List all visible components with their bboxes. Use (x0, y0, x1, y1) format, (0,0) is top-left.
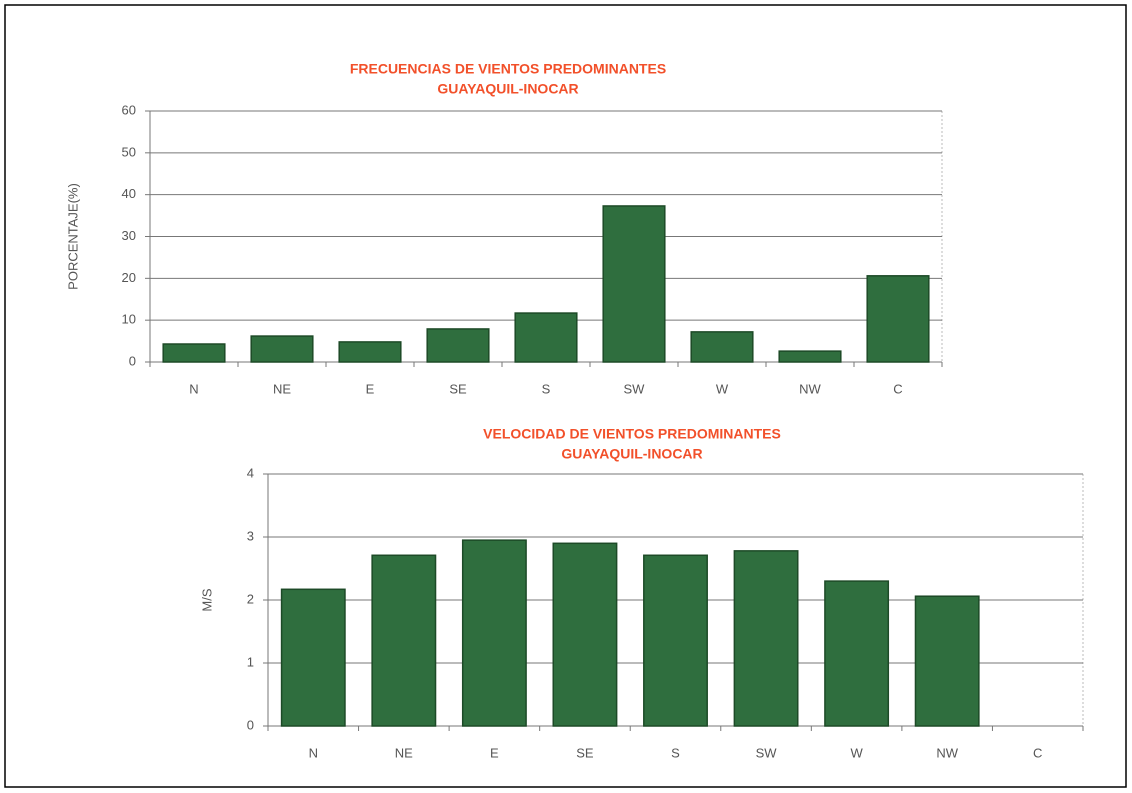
x-tick-label: C (1033, 745, 1042, 760)
bar (426, 328, 490, 363)
bar (461, 539, 527, 727)
x-tick-label: N (309, 745, 318, 760)
bar (778, 350, 842, 363)
x-tick-label: C (893, 381, 902, 396)
y-tick-label: 2 (247, 591, 254, 606)
x-tick-label: W (850, 745, 863, 760)
chart-title: FRECUENCIAS DE VIENTOS PREDOMINANTES (350, 61, 666, 77)
y-axis-label: M/S (199, 588, 214, 611)
frame (4, 4, 1127, 788)
bar (552, 542, 618, 727)
bar (280, 588, 346, 727)
y-tick-label: 10 (122, 312, 136, 327)
bar (824, 580, 890, 727)
y-tick-label: 40 (122, 186, 136, 201)
x-tick-label: S (671, 745, 680, 760)
bar (733, 550, 799, 727)
x-tick-label: N (189, 381, 198, 396)
y-tick-label: 3 (247, 528, 254, 543)
bar (602, 205, 666, 363)
x-tick-label: NE (273, 381, 291, 396)
chart-title: VELOCIDAD DE VIENTOS PREDOMINANTES (483, 426, 781, 442)
chart-subtitle: GUAYAQUIL-INOCAR (437, 81, 578, 97)
y-tick-label: 1 (247, 654, 254, 669)
bar (866, 275, 930, 363)
x-tick-label: S (542, 381, 551, 396)
x-tick-label: NE (395, 745, 413, 760)
x-tick-label: NW (936, 745, 958, 760)
y-tick-label: 30 (122, 228, 136, 243)
x-tick-label: SW (624, 381, 646, 396)
x-tick-label: E (490, 745, 499, 760)
bar (371, 554, 437, 727)
y-tick-label: 4 (247, 465, 254, 480)
y-tick-label: 0 (129, 353, 136, 368)
bar (914, 595, 980, 727)
x-tick-label: SE (576, 745, 594, 760)
bar (643, 554, 708, 727)
x-tick-label: SE (449, 381, 467, 396)
bar (690, 331, 754, 363)
x-tick-label: NW (799, 381, 821, 396)
bar (514, 312, 578, 363)
bar (338, 341, 402, 363)
y-tick-label: 20 (122, 270, 136, 285)
y-tick-label: 60 (122, 102, 136, 117)
x-tick-label: E (366, 381, 375, 396)
chart-subtitle: GUAYAQUIL-INOCAR (561, 446, 702, 462)
y-tick-label: 0 (247, 717, 254, 732)
bar (250, 335, 314, 363)
y-tick-label: 50 (122, 144, 136, 159)
x-tick-label: SW (756, 745, 778, 760)
y-axis-label: PORCENTAJE(%) (65, 183, 80, 290)
bar (162, 343, 226, 363)
x-tick-label: W (716, 381, 729, 396)
